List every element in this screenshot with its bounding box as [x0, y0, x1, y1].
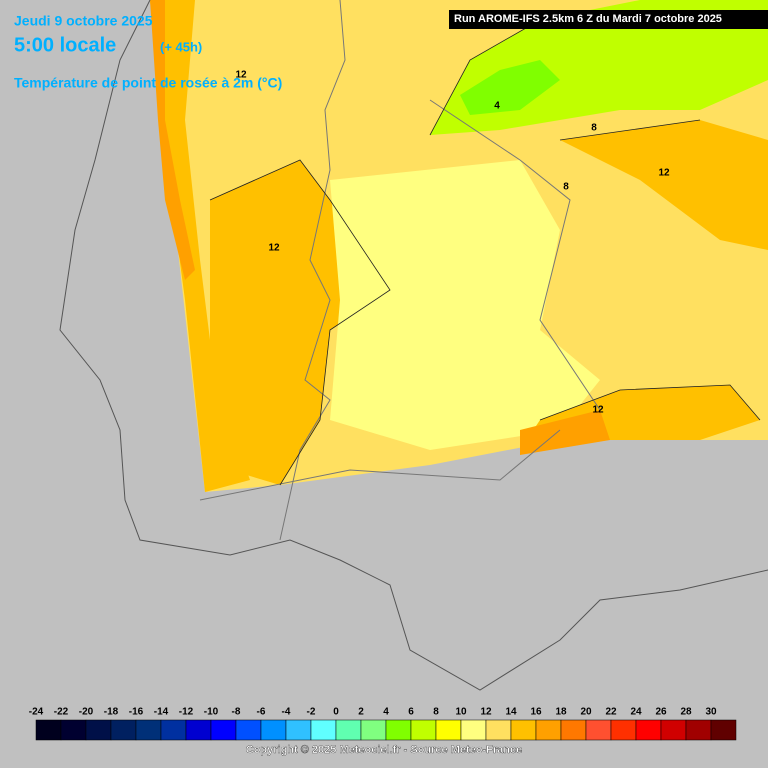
run-info: Run AROME-IFS 2.5km 6 Z du Mardi 7 octob…: [454, 13, 722, 25]
legend-swatch: [710, 719, 737, 741]
legend-label: 14: [505, 707, 517, 718]
legend-swatch: [485, 719, 512, 741]
field-light: [330, 160, 600, 450]
legend-label: 4: [383, 707, 389, 718]
legend-label: 10: [455, 707, 467, 718]
contour-label: 8: [563, 182, 569, 193]
lead: (+ 45h): [160, 39, 202, 54]
legend-label: -20: [79, 707, 94, 718]
legend-swatch: [510, 719, 537, 741]
field-orange-coast: [150, 0, 250, 492]
legend-label: -10: [204, 707, 219, 718]
legend-swatch: [310, 719, 337, 741]
parameter: Température de point de rosée à 2m (°C): [14, 75, 282, 91]
legend-label: -22: [54, 707, 69, 718]
legend-swatch: [360, 719, 387, 741]
legend-label: -4: [282, 707, 291, 718]
contour-label: 8: [591, 123, 597, 134]
legend-label: 0: [333, 707, 339, 718]
legend-swatch: [685, 719, 712, 741]
legend-label: 26: [655, 707, 667, 718]
field-orange-dark: [520, 410, 610, 455]
legend-swatch: [160, 719, 187, 741]
legend-label: 6: [408, 707, 414, 718]
legend-swatch: [560, 719, 587, 741]
legend-label: 18: [555, 707, 567, 718]
legend-label: 16: [530, 707, 542, 718]
contour-label: 4: [494, 101, 500, 112]
contour-label: 12: [658, 168, 670, 179]
legend-swatch: [635, 719, 662, 741]
legend-swatch: [35, 719, 62, 741]
legend-label: -18: [104, 707, 119, 718]
region-border: [199, 99, 601, 501]
legend-label: -16: [129, 707, 144, 718]
field-orange-east: [560, 120, 768, 250]
legend-label: -8: [232, 707, 241, 718]
legend-label: -2: [307, 707, 316, 718]
legend-label: 12: [480, 707, 492, 718]
legend-label: 28: [680, 707, 692, 718]
legend-swatch: [60, 719, 87, 741]
legend-swatch: [460, 719, 487, 741]
legend-swatch: [435, 719, 462, 741]
legend-swatch: [335, 719, 362, 741]
legend-swatch: [185, 719, 212, 741]
legend-label: 22: [605, 707, 617, 718]
contour: [209, 19, 761, 486]
legend-swatch: [260, 719, 287, 741]
legend-label: -6: [257, 707, 266, 718]
legend-swatch: [235, 719, 262, 741]
legend-label: -24: [29, 707, 44, 718]
legend-swatch: [535, 719, 562, 741]
border: [279, 0, 346, 541]
coastline: [59, 0, 768, 691]
contour-label: 12: [235, 70, 247, 81]
legend-swatch: [110, 719, 137, 741]
legend-swatch: [610, 719, 637, 741]
contour-label: 12: [268, 243, 280, 254]
legend-swatch: [135, 719, 162, 741]
legend-label: -14: [154, 707, 169, 718]
legend-label: 24: [630, 707, 642, 718]
date: Jeudi 9 octobre 2025: [14, 13, 153, 29]
legend-label: -12: [179, 707, 194, 718]
legend-label: 20: [580, 707, 592, 718]
footer: Copyright © 2025 Meteociel.fr - Source M…: [246, 744, 522, 756]
legend-label: 2: [358, 707, 364, 718]
legend-label: 8: [433, 707, 439, 718]
legend-swatch: [585, 719, 612, 741]
legend-swatch: [85, 719, 112, 741]
field-orange-strip: [150, 0, 195, 280]
legend-swatch: [210, 719, 237, 741]
legend-swatch: [385, 719, 412, 741]
run-box: [449, 10, 768, 29]
contour-label: 12: [592, 405, 604, 416]
time: 5:00 locale: [14, 34, 116, 56]
legend-swatch: [660, 719, 687, 741]
legend-swatch: [285, 719, 312, 741]
legend-swatch: [410, 719, 437, 741]
legend-label: 30: [705, 707, 717, 718]
field-green-dark: [460, 60, 560, 115]
